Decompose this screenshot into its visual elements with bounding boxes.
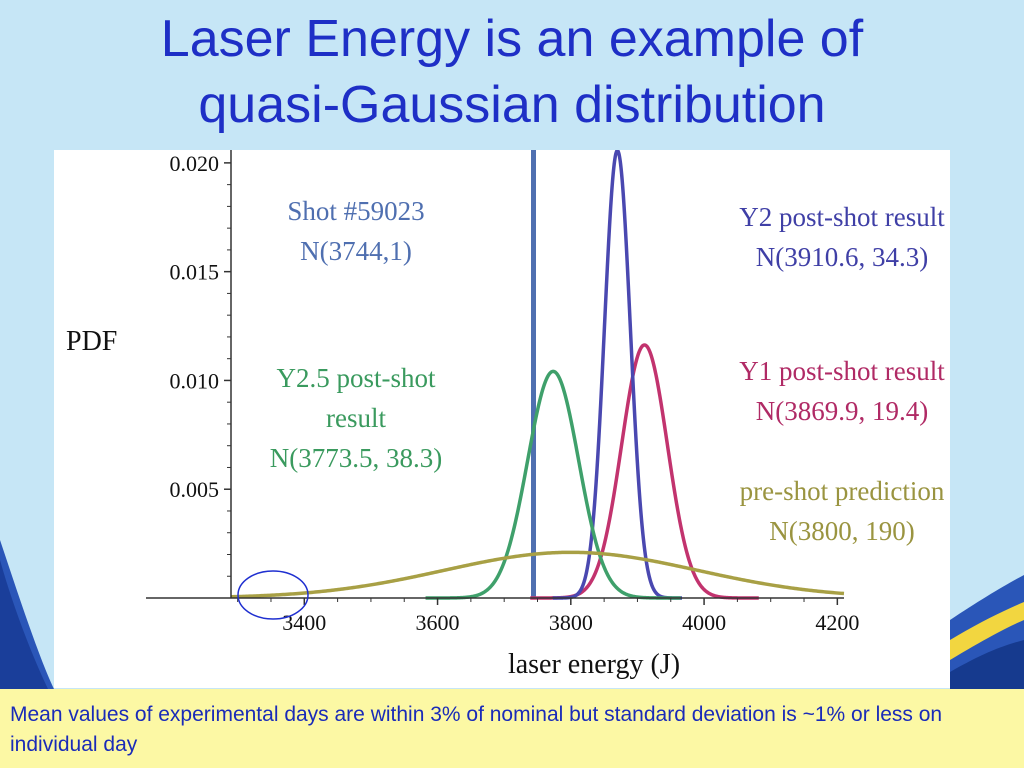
annotation-text: Y2 post-shot result — [739, 202, 945, 232]
annotation-text: result — [326, 403, 386, 433]
series-line-2 — [552, 150, 683, 600]
curves-layer — [230, 150, 845, 600]
highlight-circle — [237, 570, 309, 620]
caption-text: Mean values of experimental days are wit… — [10, 703, 943, 756]
pdf-chart: 3400 3600 3800 4000 4200 0.005 0.010 0.015 0.020… — [66, 150, 945, 680]
x-tick-label: 4200 — [815, 610, 859, 635]
chart-panel: 3400 3600 3800 4000 4200 0.005 0.010 0.015 0.020… — [54, 150, 950, 688]
annotation-text: N(3869.9, 19.4) — [756, 396, 928, 426]
annotation-text: Shot #59023 — [287, 196, 424, 226]
annotation-text: N(3744,1) — [300, 236, 412, 266]
annotation-text: Y2.5 post-shot — [276, 363, 436, 393]
x-axis-label: laser energy (J) — [508, 649, 680, 680]
x-tick-label: 4000 — [682, 610, 726, 635]
caption-box: Mean values of experimental days are wit… — [0, 689, 1024, 768]
y-tick-label: 0.020 — [170, 151, 220, 176]
x-tick-label: 3800 — [549, 610, 593, 635]
annotations-layer: Shot #59023 N(3744,1) Y2 post-shot result N… — [270, 196, 945, 546]
ticks-layer: 3400 3600 3800 4000 4200 0.005 0.010 0.015 0.020 — [170, 151, 860, 635]
y-tick-label: 0.010 — [170, 368, 220, 393]
title-line-2: quasi-Gaussian distribution — [198, 76, 826, 134]
x-tick-label: 3600 — [416, 610, 460, 635]
slide-title: Laser Energy is an example of quasi-Gaus… — [0, 6, 1024, 138]
series-line-4 — [230, 550, 845, 599]
title-line-1: Laser Energy is an example of — [160, 10, 864, 68]
annotation-text: N(3910.6, 34.3) — [756, 242, 928, 272]
y-axis-label: PDF — [66, 326, 117, 357]
annotation-text: pre-shot prediction — [740, 476, 945, 506]
y-tick-label: 0.005 — [170, 477, 220, 502]
y-tick-label: 0.015 — [170, 260, 220, 285]
annotation-text: N(3800, 190) — [769, 516, 914, 546]
series-line-3 — [425, 369, 681, 600]
x-tick-label: 3400 — [282, 610, 326, 635]
annotation-text: N(3773.5, 38.3) — [270, 443, 442, 473]
annotation-text: Y1 post-shot result — [739, 356, 945, 386]
